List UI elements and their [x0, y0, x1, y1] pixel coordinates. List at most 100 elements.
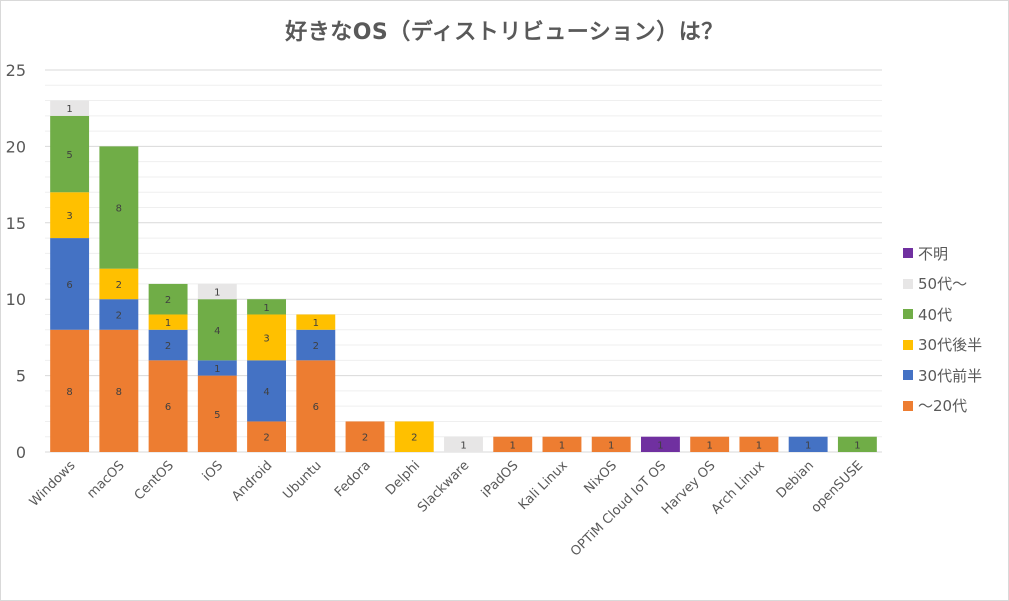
x-tick-label: Slackware	[415, 458, 472, 515]
bar-stack: 1	[690, 436, 730, 452]
bar-segment	[542, 436, 582, 452]
legend-label: 30代後半	[918, 336, 983, 355]
bar-segment	[296, 314, 336, 330]
bar-segment	[50, 100, 90, 116]
bar-segment	[444, 436, 483, 452]
legend-label: 50代～	[918, 275, 968, 294]
data-label: 2	[165, 341, 171, 352]
legend-item: 30代後半	[903, 330, 982, 361]
bar-segment	[99, 268, 139, 300]
bar-segment	[640, 436, 680, 452]
x-tick-label: Debian	[774, 458, 817, 501]
bar-stack: 1	[837, 436, 877, 452]
data-label: 5	[66, 150, 72, 161]
legend-label: 不明	[918, 244, 949, 263]
data-label: 1	[313, 318, 319, 329]
bar-segment	[394, 421, 434, 452]
bar-segment	[788, 436, 828, 452]
data-label: 4	[263, 387, 269, 398]
data-label: 2	[116, 310, 122, 321]
legend-label: 30代前半	[918, 366, 983, 385]
chart-legend: 不明 50代～ 40代 30代後半 30代前半 ～20代	[903, 238, 982, 421]
bar-stack: 1	[542, 436, 582, 452]
legend-item: 40代	[903, 299, 982, 330]
x-tick-label: NixOS	[581, 458, 620, 497]
y-tick-label: 20	[6, 137, 26, 156]
data-label: 2	[362, 433, 368, 444]
x-tick-label: iOS	[200, 458, 226, 484]
y-tick-label: 5	[16, 367, 26, 386]
data-label: 2	[116, 280, 122, 291]
bar-stack: 8 2 2 8	[99, 146, 139, 452]
bar-stack: 8 6 3 5 1	[50, 100, 90, 452]
data-label: 1	[460, 440, 466, 451]
bar-segment	[197, 360, 237, 376]
data-label: 4	[214, 326, 220, 337]
data-label: 1	[510, 440, 516, 451]
x-tick-label: macOS	[84, 458, 127, 501]
data-label: 8	[116, 204, 122, 215]
data-label: 2	[313, 341, 319, 352]
chart-title: 好きなOS（ディストリビューション）は？	[285, 20, 724, 45]
data-label: 3	[263, 333, 269, 344]
data-label: 1	[657, 440, 663, 451]
data-label: 2	[411, 433, 417, 444]
x-tick-label: Ubuntu	[280, 458, 324, 502]
legend-item: ～20代	[903, 391, 982, 422]
data-label: 1	[805, 440, 811, 451]
data-label: 1	[854, 440, 860, 451]
x-tick-label: Delphi	[383, 458, 423, 498]
data-label: 8	[66, 387, 72, 398]
bar-segment	[247, 314, 287, 361]
legend-swatch-icon	[903, 309, 913, 320]
bar-stack: 1	[788, 436, 828, 452]
bar-segment	[99, 146, 139, 269]
bar-segment	[247, 299, 287, 315]
bar-segment	[148, 314, 188, 330]
bar-stack: 1	[591, 436, 631, 452]
bar-segment	[148, 329, 188, 361]
bar-segment	[247, 360, 287, 422]
bar-segment	[50, 329, 90, 452]
bar-stacks: 8 6 3 5 1 8 2 2 8 6 2 1 2 5 1 4 1 2 4 3 1 6 2 1 2 2 1 1 1 1 1 1 1 1 1	[50, 100, 877, 452]
bar-stack: 1	[739, 436, 779, 452]
bar-segment	[591, 436, 631, 452]
data-label: 1	[214, 364, 220, 375]
bar-segment	[197, 283, 237, 300]
bar-stack: 1	[493, 436, 533, 452]
y-tick-label: 10	[6, 290, 26, 309]
x-tick-label: Windows	[27, 458, 79, 510]
x-tick-label: Arch Linux	[709, 458, 768, 517]
legend-label: ～20代	[918, 397, 968, 416]
data-label: 5	[214, 410, 220, 421]
legend-swatch-icon	[903, 400, 913, 411]
data-label: 1	[214, 288, 220, 299]
bar-segment	[345, 421, 385, 452]
legend-item: 30代前半	[903, 360, 982, 391]
data-label: 6	[165, 402, 171, 413]
bar-segment	[493, 436, 533, 452]
y-tick-label: 0	[16, 443, 26, 462]
y-tick-label: 15	[6, 214, 26, 233]
x-tick-label: openSUSE	[808, 458, 866, 516]
bar-segment	[99, 329, 139, 452]
legend-swatch-icon	[903, 278, 913, 289]
bar-segment	[296, 360, 336, 452]
bar-stack: 1	[640, 436, 680, 452]
bar-segment	[50, 192, 90, 239]
bar-segment	[296, 329, 336, 361]
legend-swatch-icon	[903, 248, 913, 259]
data-label: 6	[313, 402, 319, 413]
bar-segment	[197, 299, 237, 361]
data-label: 1	[263, 303, 269, 314]
x-tick-label: iPadOS	[479, 458, 522, 501]
bar-stack: 2	[394, 421, 434, 452]
data-label: 1	[608, 440, 614, 451]
data-label: 1	[706, 440, 712, 451]
bar-stack: 2	[345, 421, 385, 452]
data-label: 8	[116, 387, 122, 398]
bar-segment	[50, 115, 90, 193]
bar-stack: 5 1 4 1	[197, 283, 237, 452]
bar-segment	[148, 283, 188, 315]
